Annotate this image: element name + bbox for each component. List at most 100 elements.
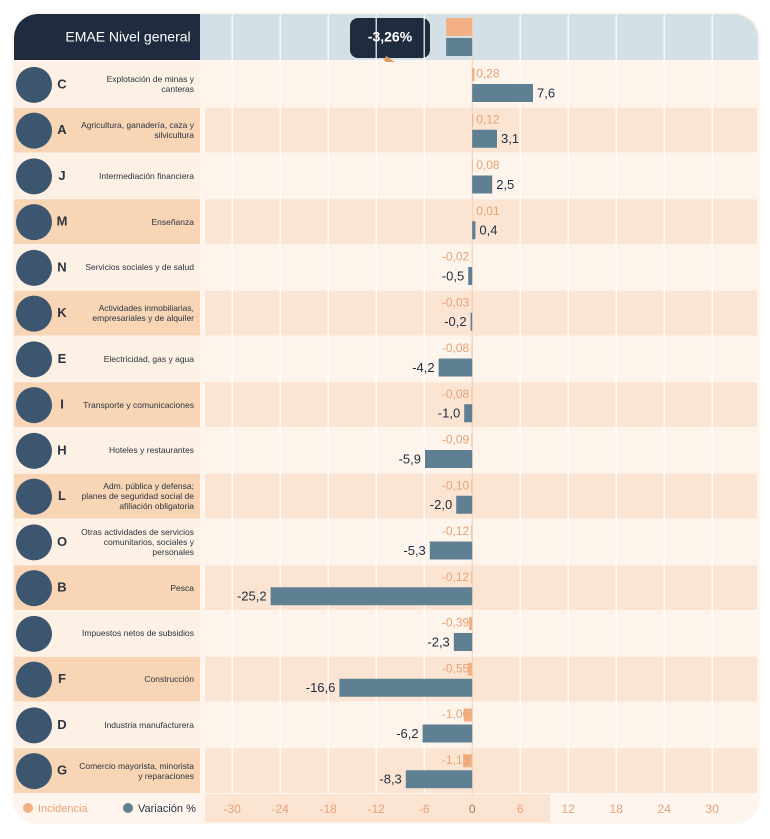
value-label: -0,12	[442, 524, 470, 538]
row-icon	[16, 707, 52, 744]
total-badge	[350, 18, 430, 58]
value-label: -1,0	[438, 406, 460, 421]
category-label: Explotación de minas y canteras	[106, 74, 194, 95]
row-bg	[205, 245, 757, 290]
header-right	[200, 14, 758, 60]
x-tick-label: -24	[272, 802, 290, 816]
row-code: E	[58, 351, 67, 366]
row-code: I	[60, 397, 64, 412]
row-bg	[205, 702, 757, 748]
value-label: -0,5	[442, 268, 464, 283]
row-code: K	[57, 305, 67, 320]
bar	[270, 587, 473, 606]
bar	[456, 495, 473, 514]
total-label: -3,26%	[368, 29, 413, 45]
value-label: -2,0	[430, 497, 452, 512]
row-bg	[205, 473, 757, 519]
value-label: 0,08	[476, 158, 500, 172]
x-tick-label: 30	[706, 802, 720, 816]
title: EMAE Nivel general	[65, 29, 190, 45]
row-icon	[16, 66, 52, 103]
value-label: -0,08	[442, 387, 470, 401]
bar	[467, 662, 473, 676]
row-bg	[205, 336, 757, 382]
row-bg	[205, 656, 757, 702]
x-tick-label: -6	[419, 802, 430, 816]
row-code: G	[57, 763, 67, 778]
bar	[463, 708, 473, 722]
row-bg	[205, 199, 757, 244]
bar	[464, 404, 473, 423]
value-label: -0,08	[442, 341, 470, 355]
bar	[405, 770, 473, 789]
legend-label: Variación %	[138, 803, 196, 815]
category-label: Adm. pública y defensa; planes de seguri…	[81, 481, 194, 512]
value-label: 7,6	[537, 85, 555, 100]
value-label: -25,2	[237, 589, 267, 604]
row-code: N	[57, 259, 66, 274]
category-label: Servicios sociales y de salud	[85, 262, 194, 273]
category-label: Industria manufacturera	[104, 719, 194, 730]
category-label: Enseñanza	[151, 216, 194, 227]
value-label: -5,9	[399, 451, 421, 466]
value-label: 0,4	[479, 223, 497, 238]
bar	[472, 113, 474, 127]
value-label: -16,6	[306, 680, 336, 695]
row-icon	[16, 478, 52, 515]
category-label: Electricidad, gas y agua	[103, 353, 194, 364]
x-tick-label: 12	[562, 802, 576, 816]
bar	[463, 754, 473, 768]
bar	[472, 159, 473, 173]
category-label: Otras actividades de servicios comunitar…	[81, 526, 194, 557]
total-bar	[446, 18, 473, 36]
value-label: 2,5	[496, 177, 514, 192]
value-label: -0,12	[442, 570, 470, 584]
value-label: 3,1	[501, 131, 519, 146]
row-bg	[205, 611, 757, 656]
row-code: D	[57, 717, 66, 732]
row-icon	[16, 570, 52, 607]
category-label: Actividades inmobiliarias, empresariales…	[92, 303, 194, 324]
x-tick-label: 0	[469, 802, 476, 816]
row-bg	[205, 428, 757, 473]
bar	[471, 479, 473, 493]
header-left	[14, 14, 200, 60]
legend-dot	[23, 803, 33, 813]
row-icon	[16, 295, 52, 332]
category-label: Agricultura, ganadería, caza y silvicult…	[81, 120, 194, 141]
bar	[471, 388, 473, 402]
value-label: 0,12	[476, 112, 500, 126]
bar	[429, 541, 473, 560]
x-tick-label: 24	[658, 802, 672, 816]
row-code: M	[57, 214, 68, 229]
row-icon	[16, 753, 52, 790]
x-tick-label: -18	[320, 802, 338, 816]
bar	[438, 358, 473, 377]
bar	[470, 312, 473, 331]
bar	[471, 342, 473, 356]
value-label: -0,2	[444, 314, 466, 329]
value-label: -1,13	[442, 753, 470, 767]
category-label: Intermediación financiera	[99, 170, 194, 181]
row-icon	[16, 341, 52, 378]
x-tick-label: -30	[224, 802, 242, 816]
value-label: -0,09	[442, 433, 470, 447]
total-bar	[446, 38, 473, 56]
x-tick-label: 6	[517, 802, 524, 816]
category-label: Impuestos netos de subsidios	[82, 628, 194, 639]
row-icon	[16, 432, 52, 469]
row-bg	[205, 748, 757, 793]
value-label: 0,28	[476, 67, 500, 81]
bar	[472, 84, 533, 102]
value-label: -4,2	[412, 360, 434, 375]
axis-band	[205, 794, 550, 822]
bar	[472, 129, 497, 148]
bar	[471, 525, 473, 539]
category-label: Comercio mayorista, minorista y reparaci…	[79, 760, 194, 781]
value-label: -0,10	[442, 478, 470, 492]
category-label: Pesca	[170, 582, 194, 593]
row-icon	[16, 204, 52, 241]
bar	[472, 221, 476, 240]
category-label: Hoteles y restaurantes	[108, 445, 194, 456]
